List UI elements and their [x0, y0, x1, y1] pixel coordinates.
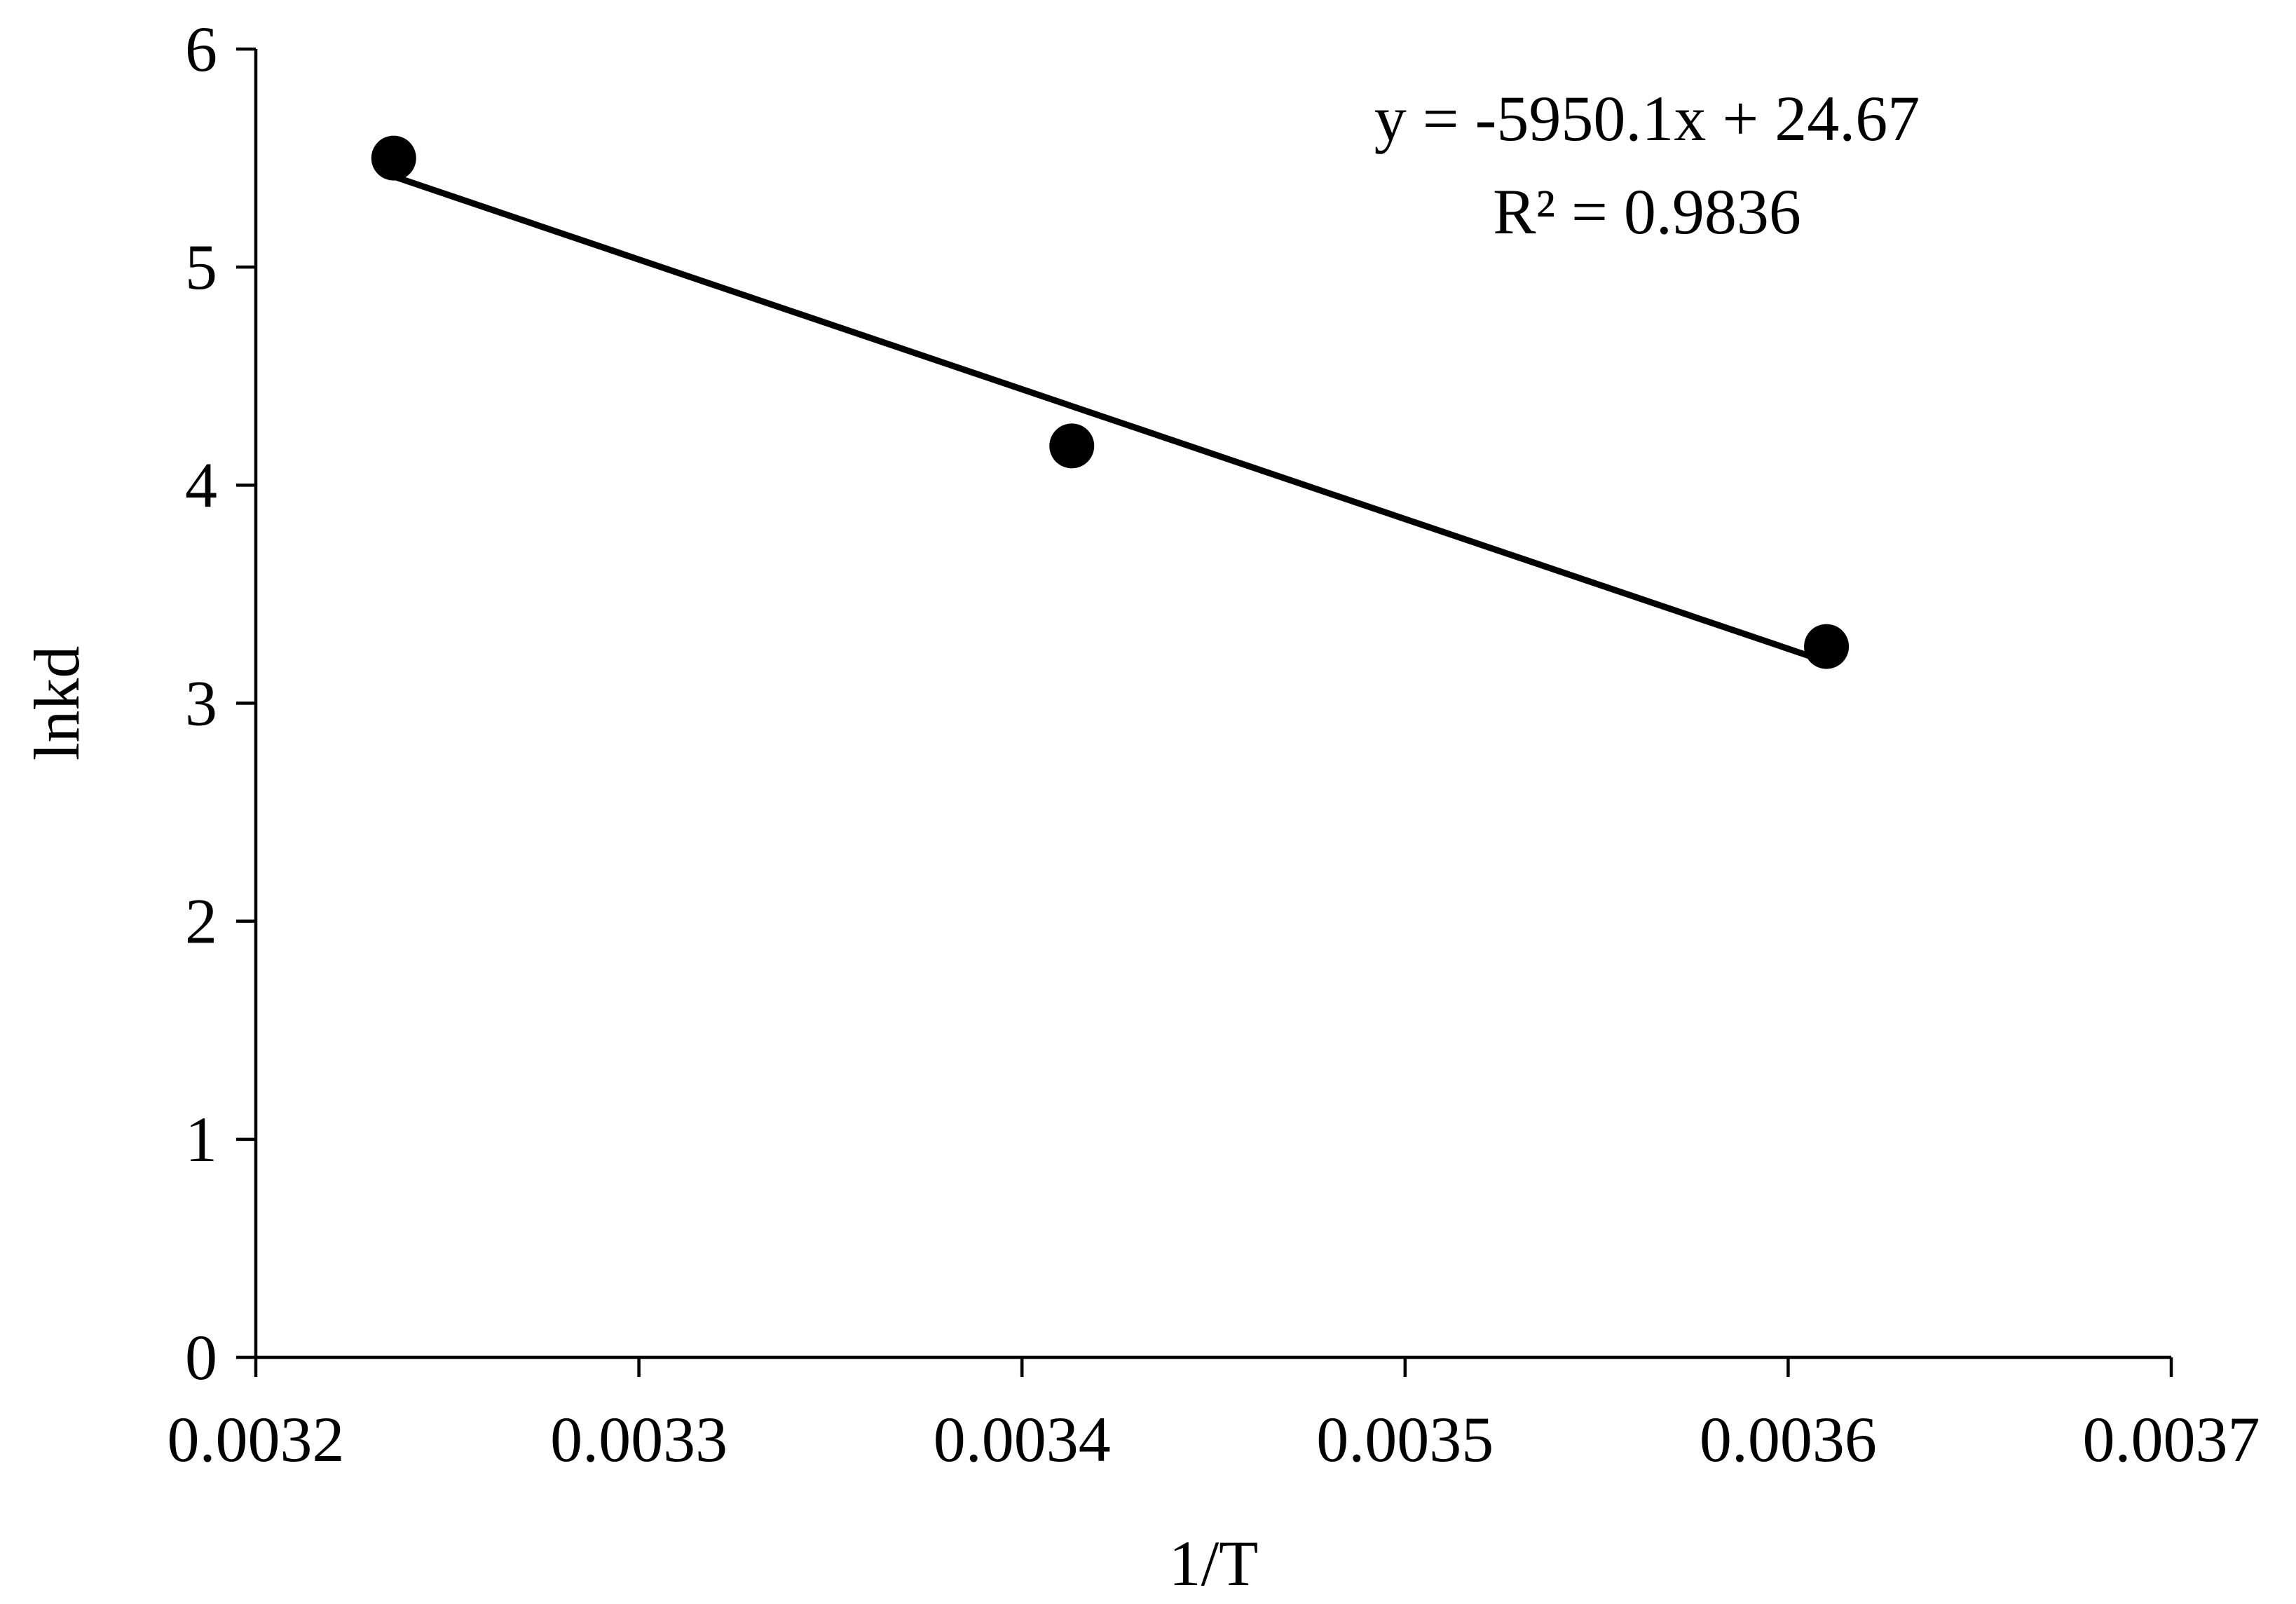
data-point [1049, 423, 1095, 469]
x-axis-title: 1/T [1169, 1528, 1259, 1599]
trendline [392, 173, 1828, 665]
y-axis-title: lnkd [21, 646, 93, 761]
axes: 0.0032 0.0033 0.0034 0.0035 0.0036 0.0037 0 1 2 3… [168, 13, 2260, 1475]
y-tick-label: 4 [185, 449, 217, 521]
r-squared-label: R² = 0.9836 [1493, 176, 1801, 247]
y-tick-label: 1 [185, 1104, 217, 1175]
x-tick-label: 0.0037 [2083, 1404, 2260, 1475]
y-tick-label: 5 [185, 231, 217, 303]
labels-layer: 1/T lnkd y = -5950.1x + 24.67 R² = 0.983… [21, 83, 1920, 1599]
data-point [371, 135, 416, 181]
x-tick-label: 0.0035 [1316, 1404, 1494, 1475]
trendline-equation: y = -5950.1x + 24.67 [1374, 83, 1920, 154]
x-tick-label: 0.0036 [1700, 1404, 1877, 1475]
y-tick-label: 6 [185, 13, 217, 85]
x-tick-label: 0.0032 [168, 1404, 345, 1475]
points-layer [371, 135, 1850, 669]
x-tick-label: 0.0033 [550, 1404, 727, 1475]
data-point [1804, 624, 1850, 669]
trendline-layer [392, 173, 1828, 665]
y-tick-label: 3 [185, 668, 217, 739]
x-tick-label: 0.0034 [934, 1404, 1111, 1475]
y-tick-label: 2 [185, 886, 217, 957]
y-tick-label: 0 [185, 1322, 217, 1393]
